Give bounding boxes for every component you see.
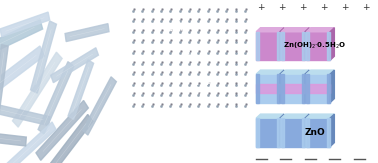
Polygon shape: [51, 48, 98, 83]
Polygon shape: [330, 28, 335, 60]
Polygon shape: [305, 28, 309, 60]
Polygon shape: [256, 114, 284, 118]
Polygon shape: [280, 70, 284, 103]
Bar: [307, 118, 330, 147]
Bar: [256, 32, 280, 60]
Bar: [256, 74, 280, 103]
Bar: [302, 32, 305, 60]
Bar: [327, 74, 330, 103]
Text: SAB: SAB: [203, 81, 217, 86]
Bar: [281, 118, 305, 147]
Polygon shape: [305, 70, 309, 103]
Text: ZnO: ZnO: [304, 128, 325, 137]
Bar: [281, 74, 284, 103]
Bar: [327, 32, 330, 60]
Text: ZnO Nanowire: ZnO Nanowire: [168, 148, 210, 152]
Text: Zn(OH)$_2$$\cdot$0.5H$_2$O: Zn(OH)$_2$$\cdot$0.5H$_2$O: [283, 41, 346, 51]
Text: +: +: [278, 3, 286, 12]
Text: +: +: [320, 3, 327, 12]
Polygon shape: [12, 52, 62, 127]
Text: +: +: [257, 3, 265, 12]
Bar: [327, 118, 330, 147]
Polygon shape: [0, 45, 8, 118]
Text: +: +: [299, 3, 307, 12]
Polygon shape: [0, 12, 50, 37]
Polygon shape: [281, 114, 309, 118]
Bar: [302, 74, 305, 103]
Polygon shape: [6, 122, 56, 163]
Bar: [307, 84, 330, 93]
Polygon shape: [280, 28, 284, 60]
Polygon shape: [82, 77, 116, 135]
Bar: [307, 74, 309, 103]
Polygon shape: [330, 114, 335, 147]
Polygon shape: [330, 70, 335, 103]
Bar: [307, 118, 309, 147]
Polygon shape: [44, 114, 93, 163]
Polygon shape: [0, 131, 26, 146]
Polygon shape: [256, 28, 284, 32]
Bar: [256, 118, 259, 147]
Polygon shape: [305, 114, 309, 147]
Polygon shape: [65, 24, 109, 42]
Bar: [307, 32, 310, 60]
Polygon shape: [31, 21, 56, 93]
Polygon shape: [0, 19, 43, 62]
Polygon shape: [307, 70, 335, 74]
Bar: [277, 118, 280, 147]
Bar: [281, 74, 305, 103]
Polygon shape: [36, 100, 88, 160]
Polygon shape: [68, 60, 94, 119]
Polygon shape: [307, 114, 335, 118]
Polygon shape: [307, 28, 335, 32]
Bar: [307, 74, 330, 103]
Polygon shape: [281, 70, 309, 74]
Bar: [281, 118, 284, 147]
Polygon shape: [0, 103, 50, 126]
Text: Single-crystalline: Single-crystalline: [164, 130, 214, 134]
Bar: [281, 32, 284, 60]
Bar: [256, 84, 280, 93]
Polygon shape: [256, 70, 284, 74]
Polygon shape: [38, 62, 74, 134]
Bar: [277, 74, 280, 103]
Text: +: +: [341, 3, 349, 12]
Bar: [256, 74, 259, 103]
Text: SAB: SAB: [155, 24, 169, 29]
Bar: [307, 32, 330, 60]
Bar: [256, 32, 259, 60]
Bar: [281, 84, 305, 93]
Polygon shape: [0, 46, 44, 101]
Bar: [256, 118, 280, 147]
Bar: [302, 118, 305, 147]
Polygon shape: [281, 28, 309, 32]
Bar: [281, 32, 305, 60]
Text: +: +: [362, 3, 369, 12]
Polygon shape: [280, 114, 284, 147]
Bar: [277, 32, 280, 60]
